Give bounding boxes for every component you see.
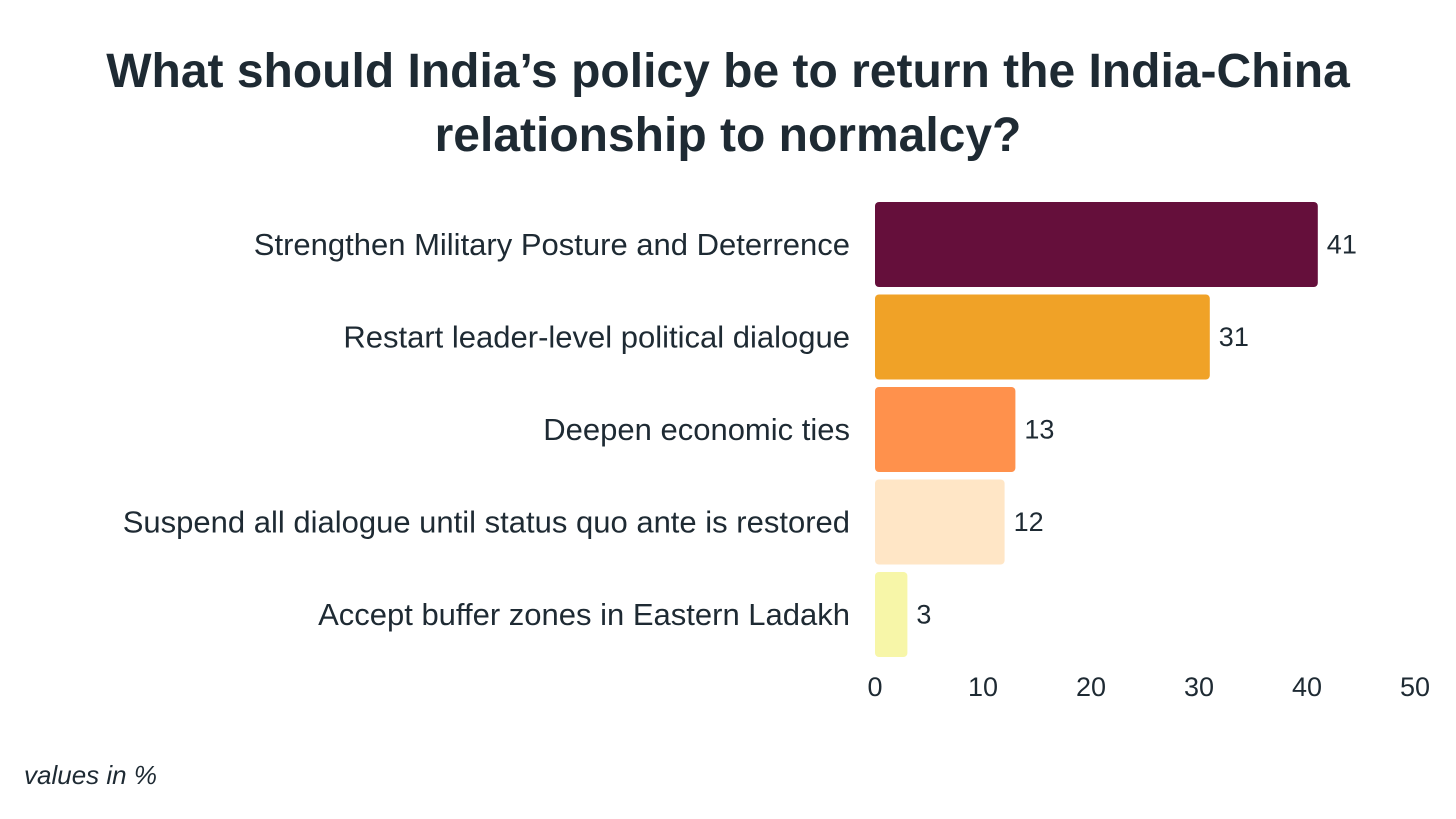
bar-deepen-economic-ties — [875, 387, 1016, 472]
value-labels-group: 41 31 13 12 3 — [916, 230, 1356, 630]
x-tick-label-50: 50 — [1400, 672, 1430, 702]
bars-group — [875, 202, 1318, 657]
x-axis-ticks-group: 0 10 20 30 40 50 — [867, 672, 1430, 702]
bar-restart-leader-level-political-dialogue — [875, 294, 1210, 380]
category-labels-group: Strengthen Military Posture and Deterren… — [123, 227, 850, 632]
value-label-strengthen-military-posture-and-deterrence: 41 — [1327, 230, 1357, 260]
value-label-suspend-all-dialogue-until-status-quo-ante-is-restored: 12 — [1014, 507, 1044, 537]
x-tick-label-30: 30 — [1184, 672, 1214, 702]
x-tick-label-40: 40 — [1292, 672, 1322, 702]
category-label-strengthen-military-posture-and-deterrence: Strengthen Military Posture and Deterren… — [254, 227, 850, 262]
x-tick-label-10: 10 — [968, 672, 998, 702]
bar-suspend-all-dialogue-until-status-quo-ante-is-restored — [875, 479, 1005, 565]
units-footnote: values in % — [24, 760, 157, 790]
x-tick-label-20: 20 — [1076, 672, 1106, 702]
category-label-suspend-all-dialogue-until-status-quo-ante-is-restored: Suspend all dialogue until status quo an… — [123, 505, 850, 540]
category-label-restart-leader-level-political-dialogue: Restart leader-level political dialogue — [343, 320, 850, 355]
value-label-restart-leader-level-political-dialogue: 31 — [1219, 322, 1249, 352]
x-tick-label-0: 0 — [867, 672, 882, 702]
bar-accept-buffer-zones-in-eastern-ladakh — [875, 572, 908, 657]
category-label-deepen-economic-ties: Deepen economic ties — [543, 412, 850, 447]
value-label-deepen-economic-ties: 13 — [1024, 415, 1054, 445]
chart-title: What should India’s policy be to return … — [106, 45, 1350, 162]
category-label-accept-buffer-zones-in-eastern-ladakh: Accept buffer zones in Eastern Ladakh — [318, 597, 850, 632]
value-label-accept-buffer-zones-in-eastern-ladakh: 3 — [916, 600, 931, 630]
bar-strengthen-military-posture-and-deterrence — [875, 202, 1318, 287]
